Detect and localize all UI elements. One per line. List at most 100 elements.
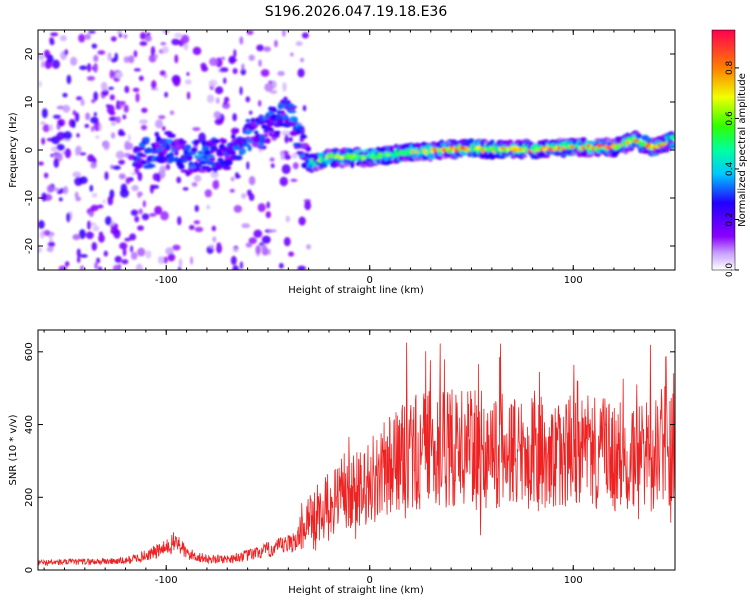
heatmap-cell — [489, 139, 495, 144]
heatmap-cell — [261, 235, 271, 244]
heatmap-cell — [162, 147, 168, 154]
heatmap-cell — [233, 49, 237, 58]
heatmap-cell — [101, 89, 109, 97]
heatmap-cell — [139, 160, 149, 165]
heatmap-cell — [239, 261, 244, 270]
heatmap-cell — [232, 247, 239, 253]
heatmap-cell — [213, 110, 221, 120]
heatmap-cell — [230, 255, 237, 266]
heatmap-cell — [108, 116, 118, 122]
heatmap-cell — [103, 250, 108, 257]
heatmap-cell — [233, 205, 243, 213]
heatmap-cell — [134, 215, 140, 223]
heatmap-cell — [114, 52, 119, 62]
heatmap-cell — [90, 116, 99, 124]
heatmap-cell — [62, 104, 71, 113]
heatmap-cell — [208, 79, 218, 87]
heatmap-cell — [371, 149, 376, 154]
heatmap-cell — [43, 229, 51, 236]
heatmap-cell — [158, 115, 166, 120]
heatmap-cell — [256, 44, 264, 52]
colorbar — [711, 29, 736, 271]
heatmap-cell — [174, 54, 179, 64]
heatmap-cell — [264, 83, 274, 92]
heatmap-cell — [58, 197, 63, 202]
heatmap-cell — [222, 165, 232, 171]
heatmap-cell — [151, 80, 157, 90]
heatmap-cell — [38, 161, 44, 166]
heatmap-cell — [274, 39, 278, 48]
heatmap-cell — [211, 225, 217, 232]
heatmap-cell — [582, 146, 586, 150]
heatmap-cell — [135, 92, 140, 103]
heatmap-cell — [181, 159, 188, 163]
heatmap-cell — [97, 50, 106, 55]
heatmap-cell — [89, 184, 94, 192]
heatmap-cell — [135, 263, 144, 270]
heatmap-cell — [295, 41, 303, 47]
line-frame — [37, 329, 676, 571]
heatmap-cell — [141, 153, 147, 158]
heatmap-cell — [115, 116, 121, 124]
heatmap-cell — [63, 186, 69, 195]
heatmap-cell — [79, 152, 87, 156]
heatmap-cell — [228, 55, 236, 65]
heatmap-cell — [269, 157, 275, 162]
heatmap-cell — [160, 42, 167, 46]
heatmap-cell — [137, 247, 146, 257]
heatmap-cell — [283, 236, 291, 247]
heatmap-cell — [206, 204, 211, 210]
heatmap-cell — [248, 110, 253, 115]
heatmap-cell — [248, 193, 255, 202]
heatmap-cell — [123, 56, 130, 64]
heatmap-cell — [141, 107, 148, 113]
heatmap-cell — [139, 119, 148, 125]
heatmap-cell — [58, 265, 68, 270]
heatmap-cell — [184, 144, 192, 151]
heatmap-cell — [64, 148, 72, 159]
snr-series-line — [38, 342, 675, 567]
heatmap-cell — [109, 69, 115, 79]
heatmap-cell — [142, 200, 146, 208]
heatmap-cell — [38, 80, 42, 88]
heatmap-cell — [94, 261, 99, 270]
heatmap-cell — [91, 242, 98, 251]
heatmap-cell — [112, 264, 121, 270]
heatmap-cell — [242, 143, 251, 147]
heatmap-cell — [186, 91, 191, 100]
heatmap-cell — [118, 100, 126, 105]
heatmap-cell — [138, 208, 143, 215]
heatmap-cell — [248, 54, 255, 61]
heatmap-cell — [114, 255, 122, 263]
heatmap-cell — [168, 156, 175, 163]
heatmap-cell — [350, 161, 355, 169]
heatmap-cell — [220, 138, 228, 144]
heatmap-cell — [292, 162, 299, 170]
heatmap-cell — [322, 157, 328, 162]
heatmap-cell — [352, 154, 357, 158]
heatmap-cell — [91, 192, 98, 198]
heatmap-cell — [191, 182, 198, 187]
heatmap-cell — [283, 99, 288, 104]
heatmap-cell — [112, 165, 121, 170]
heatmap-cell — [41, 192, 47, 202]
colorbar-tick-label: 0.4 — [725, 162, 735, 177]
heatmap-cell — [261, 243, 267, 252]
heatmap-cell — [661, 142, 667, 146]
heatmap-cell — [174, 150, 179, 156]
y-tick-label: 200 — [24, 488, 35, 507]
heatmap-cell — [285, 215, 291, 223]
heatmap-cell — [108, 86, 115, 90]
heatmap-cell — [281, 164, 291, 175]
heatmap-cell — [283, 154, 292, 160]
heatmap-cell — [38, 246, 43, 254]
heatmap-cell — [224, 159, 233, 166]
heatmap-cell — [281, 130, 291, 137]
heatmap-cell — [194, 205, 199, 213]
heatmap-cell — [84, 33, 91, 40]
heatmap-cell — [124, 85, 130, 94]
heatmap-cell — [301, 32, 309, 39]
heatmap-cell — [193, 220, 201, 225]
heatmap-cell — [109, 94, 115, 101]
heatmap-cell — [50, 153, 54, 158]
